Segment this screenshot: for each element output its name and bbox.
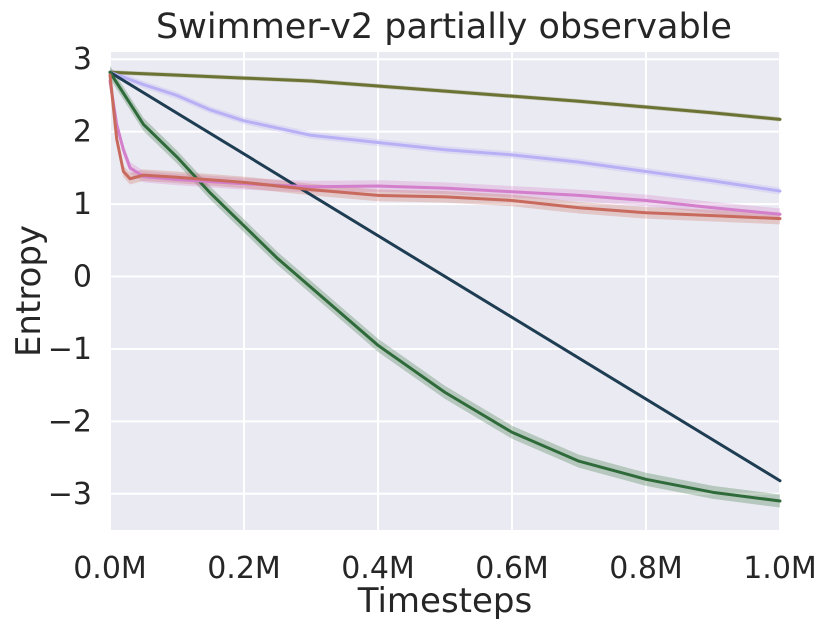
series-line-salmon [108, 73, 782, 221]
y-tick-label: −1 [48, 332, 92, 367]
y-axis-ticks: 3 2 1 0 −1 −2 −3 [48, 42, 92, 512]
series-line-pink [108, 79, 782, 216]
series-line-lavender [108, 70, 782, 193]
series-line-navy [108, 70, 782, 483]
x-tick-label: 0.2M [207, 551, 281, 586]
plot-background [110, 52, 780, 530]
x-tick-label: 0.8M [609, 551, 683, 586]
y-tick-label: 3 [73, 42, 92, 77]
y-axis-title: Entropy [9, 225, 49, 357]
x-tick-label: 0.0M [73, 551, 147, 586]
x-tick-label: 0.4M [341, 551, 415, 586]
series-lines [108, 70, 782, 503]
x-tick-label: 0.6M [475, 551, 549, 586]
y-tick-label: 1 [73, 187, 92, 222]
y-tick-label: −3 [48, 477, 92, 512]
y-tick-label: −2 [48, 404, 92, 439]
y-tick-label: 2 [73, 115, 92, 150]
chart-title: Swimmer-v2 partially observable [156, 7, 732, 47]
x-axis-title: Timesteps [357, 581, 532, 621]
series-line-green [108, 70, 782, 503]
grid-lines [109, 52, 781, 530]
x-axis-ticks: 0.0M 0.2M 0.4M 0.6M 0.8M 1.0M [73, 551, 817, 586]
x-tick-label: 1.0M [743, 551, 817, 586]
series-line-olive [108, 70, 782, 121]
y-tick-label: 0 [73, 260, 92, 295]
